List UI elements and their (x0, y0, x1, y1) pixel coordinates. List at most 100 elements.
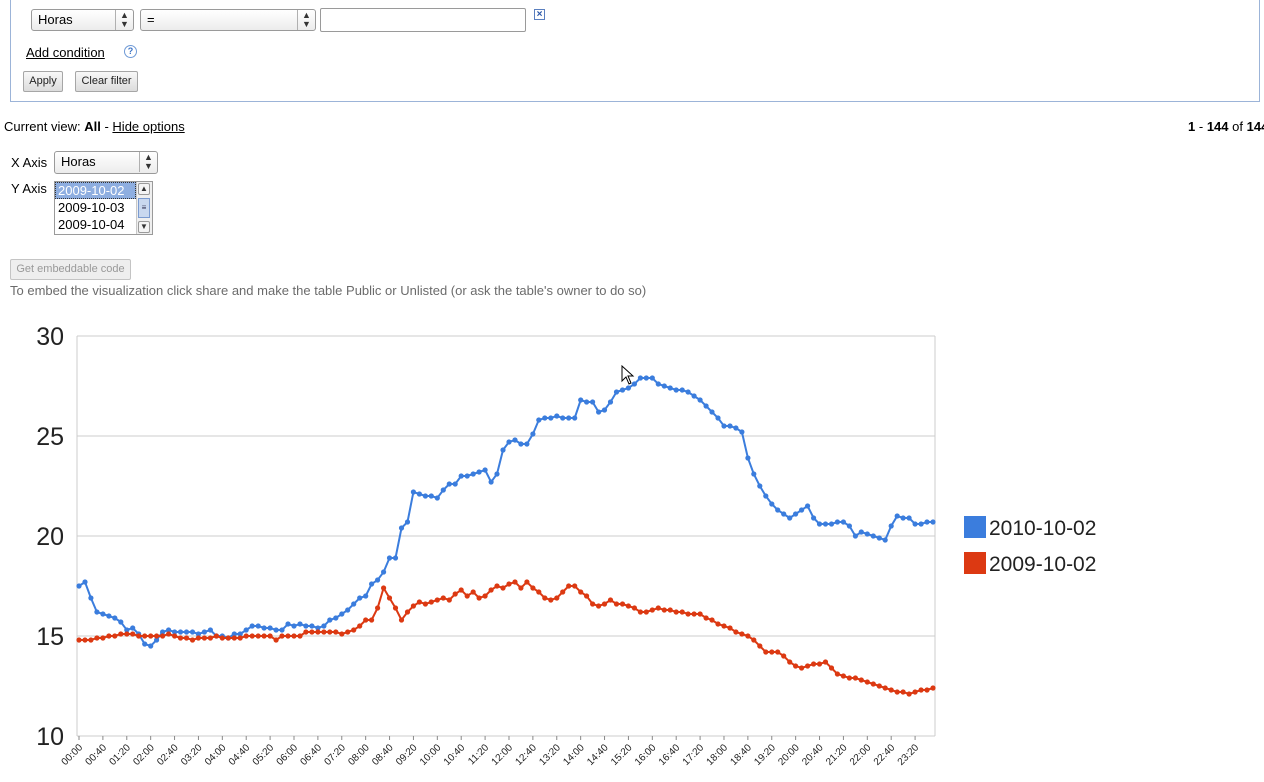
data-point (386, 595, 393, 601)
data-point (584, 399, 590, 405)
data-point (584, 593, 590, 599)
data-point (816, 521, 823, 527)
x-axis-select[interactable]: Horas ▲ ▼ (54, 151, 158, 174)
data-point (530, 585, 536, 591)
data-point (858, 677, 864, 683)
y-axis-scrollbar[interactable]: ▲ ≡ ▼ (136, 182, 152, 234)
data-point (148, 643, 154, 649)
data-point (787, 515, 793, 521)
data-point (834, 519, 841, 525)
data-point (303, 623, 309, 629)
current-view-separator: - (104, 119, 109, 134)
remove-condition-icon[interactable]: × (534, 9, 545, 20)
chart-legend[interactable]: 2010-10-02 2009-10-02 (964, 516, 1096, 576)
x-tick-label: 04:00 (203, 742, 229, 768)
data-point (828, 521, 835, 527)
data-point (864, 531, 870, 537)
data-point (536, 589, 542, 595)
y-axis-option[interactable]: 2009-10-04 (58, 217, 125, 232)
filter-column-select[interactable]: Horas ▲ ▼ (31, 9, 134, 31)
y-axis-option[interactable]: 2009-10-02 (55, 182, 136, 199)
data-point (279, 627, 285, 633)
data-point (530, 431, 536, 437)
y-axis-listbox[interactable]: 2009-10-02 2009-10-03 2009-10-04 ▲ ≡ ▼ (54, 181, 153, 235)
data-point (231, 635, 237, 641)
data-point (918, 521, 924, 527)
data-point (195, 635, 201, 641)
data-point (404, 609, 411, 615)
data-point (572, 583, 578, 589)
clear-filter-button[interactable]: Clear filter (75, 71, 138, 92)
data-point (452, 481, 458, 487)
data-point (811, 661, 817, 667)
legend-label: 2010-10-02 (989, 517, 1096, 540)
data-point (524, 441, 530, 447)
y-tick-label: 30 (36, 323, 64, 351)
series-line (79, 580, 934, 696)
data-point (243, 633, 249, 639)
data-point (673, 387, 679, 393)
x-tick-label: 00:40 (84, 742, 110, 768)
data-point (494, 471, 500, 477)
y-axis-option[interactable]: 2009-10-03 (58, 200, 125, 215)
data-point (566, 415, 572, 421)
hide-options-link[interactable]: Hide options (112, 119, 185, 134)
apply-button[interactable]: Apply (23, 71, 63, 92)
scroll-up-icon[interactable]: ▲ (138, 183, 150, 195)
data-point (655, 605, 661, 611)
get-embeddable-code-button[interactable]: Get embeddable code (10, 259, 131, 280)
data-point (458, 587, 464, 593)
data-point (900, 689, 906, 695)
add-condition-link[interactable]: Add condition (26, 45, 105, 60)
data-point (363, 593, 369, 599)
x-tick-label: 18:40 (729, 742, 755, 768)
data-point (446, 481, 452, 487)
data-point (799, 665, 805, 671)
data-point (470, 471, 476, 477)
x-axis-value: Horas (61, 154, 96, 169)
data-point (351, 627, 357, 633)
x-tick-label: 06:40 (299, 742, 325, 768)
data-point (745, 633, 751, 639)
data-point (422, 601, 428, 607)
data-point (619, 601, 626, 607)
data-point (303, 629, 309, 635)
data-point (858, 529, 864, 535)
data-point (840, 519, 847, 525)
data-point (106, 633, 112, 639)
scroll-down-icon[interactable]: ▼ (138, 221, 150, 233)
filter-operator-select[interactable]: = ▲ ▼ (140, 9, 316, 31)
data-point (237, 635, 243, 641)
help-icon[interactable]: ? (124, 45, 137, 58)
data-point (434, 495, 440, 501)
data-point (82, 579, 88, 585)
data-point (751, 471, 757, 477)
data-point (136, 633, 142, 639)
data-point (554, 413, 560, 419)
scroll-thumb[interactable]: ≡ (138, 198, 150, 218)
data-point (500, 447, 506, 453)
data-point (691, 393, 697, 399)
data-point (805, 663, 811, 669)
data-point (834, 671, 841, 677)
data-point (112, 633, 118, 639)
data-point (733, 425, 739, 431)
data-point (637, 375, 644, 381)
data-point (428, 599, 434, 605)
data-point (846, 675, 853, 681)
data-point (88, 595, 94, 601)
data-point (154, 633, 160, 639)
filter-value-input[interactable] (320, 8, 526, 32)
data-point (339, 611, 345, 617)
data-point (625, 603, 632, 609)
data-point (94, 609, 100, 615)
data-point (542, 595, 548, 601)
data-point (888, 523, 894, 529)
data-point (715, 415, 721, 421)
data-point (739, 429, 745, 435)
data-point (793, 511, 799, 517)
data-point (375, 577, 381, 583)
x-tick-label: 08:00 (346, 742, 372, 768)
data-point (739, 631, 745, 637)
data-point (799, 507, 805, 513)
